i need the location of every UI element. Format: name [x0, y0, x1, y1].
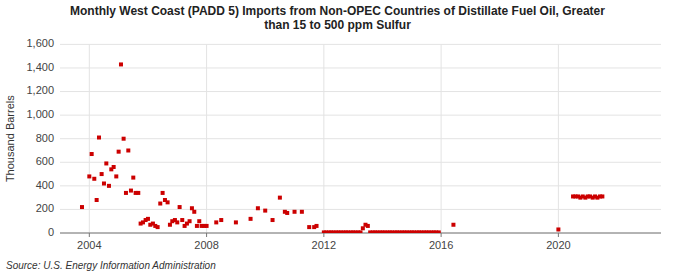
x-tick-label: 2004 — [77, 239, 101, 251]
point — [271, 218, 275, 222]
point — [249, 217, 253, 221]
point — [104, 161, 108, 165]
grid-line-y — [60, 185, 661, 186]
point — [219, 218, 223, 222]
point — [114, 174, 118, 178]
point — [161, 191, 165, 195]
x-tick — [558, 233, 559, 237]
points — [80, 62, 604, 233]
grid-line-y — [60, 162, 661, 163]
point — [234, 220, 238, 224]
x-tick-label: 2016 — [429, 239, 453, 251]
grid-line-y — [60, 91, 661, 92]
title-line: than 15 to 500 ppm Sulfur — [264, 18, 411, 32]
point — [600, 194, 604, 198]
x-tick — [206, 233, 207, 237]
point — [112, 165, 116, 169]
point — [285, 211, 289, 215]
point — [92, 177, 96, 181]
point — [100, 172, 104, 176]
point — [129, 189, 133, 193]
point — [122, 137, 126, 141]
grid-line-x — [206, 44, 207, 233]
title-line: Monthly West Coast (PADD 5) Imports from… — [70, 4, 605, 18]
x-tick-label: 2008 — [194, 239, 218, 251]
point — [87, 174, 91, 178]
grid-line-y — [60, 115, 661, 116]
point — [366, 224, 370, 228]
y-tick-label: 1,600 — [26, 37, 54, 49]
point — [180, 218, 184, 222]
x-tick-label: 2012 — [312, 239, 336, 251]
point — [95, 198, 99, 202]
point — [126, 148, 130, 152]
point — [359, 230, 363, 233]
y-tick-label: 1,200 — [26, 84, 54, 96]
point — [451, 223, 455, 227]
point — [97, 136, 101, 140]
point — [437, 230, 441, 233]
point — [195, 224, 199, 228]
point — [256, 206, 260, 210]
x-tick — [89, 233, 90, 237]
point — [166, 200, 170, 204]
x-tick — [323, 233, 324, 237]
point — [80, 205, 84, 209]
point — [168, 223, 172, 227]
y-axis-label: Thousand Barrels — [4, 95, 16, 182]
point — [119, 62, 123, 66]
grid-line-x — [89, 44, 90, 233]
grid-line-y — [60, 138, 661, 139]
grid-line-x — [441, 44, 442, 233]
point — [156, 225, 160, 229]
y-tick-label: 800 — [36, 132, 54, 144]
point — [293, 210, 297, 214]
point — [107, 184, 111, 188]
point — [146, 217, 150, 221]
x-tick-label: 2020 — [546, 239, 570, 251]
grid-line-y — [60, 44, 661, 45]
point — [178, 205, 182, 209]
chart: Monthly West Coast (PADD 5) Imports from… — [0, 0, 675, 275]
point — [278, 196, 282, 200]
x-tick — [441, 233, 442, 237]
point — [175, 220, 179, 224]
axes: 0 200 400 600 800 1,000 1,200 1,400 1,600 2004 200… — [26, 37, 661, 251]
y-tick-label: 200 — [36, 202, 54, 214]
grid-line-x — [558, 44, 559, 233]
title: Monthly West Coast (PADD 5) Imports from… — [70, 4, 605, 32]
point — [136, 191, 140, 195]
point — [205, 224, 209, 228]
y-tick-label: 0 — [48, 226, 54, 238]
point — [90, 152, 94, 156]
point — [124, 191, 128, 195]
y-tick-label: 600 — [36, 155, 54, 167]
grid-line-x — [323, 44, 324, 233]
point — [197, 219, 201, 223]
point — [556, 227, 560, 231]
y-tick-label: 1,000 — [26, 108, 54, 120]
point — [263, 209, 267, 213]
point — [315, 224, 319, 228]
point — [300, 210, 304, 214]
point — [190, 206, 194, 210]
point — [117, 150, 121, 154]
grid-line-y — [60, 209, 661, 210]
point — [307, 225, 311, 229]
point — [158, 202, 162, 206]
point — [361, 226, 365, 230]
point — [192, 210, 196, 214]
point — [131, 176, 135, 180]
grid — [60, 44, 661, 233]
point — [214, 220, 218, 224]
point — [188, 219, 192, 223]
grid-line-y — [60, 67, 661, 68]
y-tick-label: 1,400 — [26, 61, 54, 73]
point — [102, 181, 106, 185]
y-tick-label: 400 — [36, 179, 54, 191]
annotation: Source: U.S. Energy Information Administ… — [6, 260, 216, 271]
